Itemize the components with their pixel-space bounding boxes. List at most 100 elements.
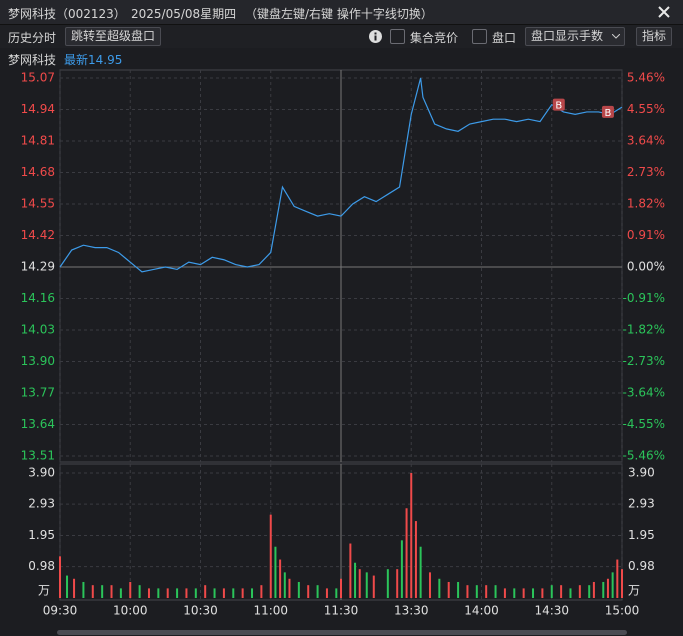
y-tick-label: 14.55 — [21, 197, 55, 211]
y-tick-label: 14.81 — [21, 134, 55, 148]
y2-tick-label: -4.55% — [623, 417, 665, 431]
volume-bar — [340, 578, 342, 598]
x-tick-label: 10:00 — [113, 604, 148, 618]
y-tick-label: 15.07 — [21, 71, 55, 85]
volume-bar — [307, 585, 310, 598]
y2-tick-label: 4.55% — [627, 102, 665, 116]
x-tick-label: 09:30 — [43, 604, 78, 618]
volume-bar — [475, 585, 478, 598]
auction-checkbox[interactable] — [390, 29, 405, 44]
hint: （键盘左键/右键 操作十字线切换） — [245, 7, 433, 21]
volume-bar — [82, 581, 85, 598]
volume-bar — [503, 588, 506, 598]
volume-bar — [447, 581, 450, 598]
volume-bar — [222, 588, 225, 598]
price-line — [59, 77, 623, 273]
y2-tick-label: -2.73% — [623, 354, 665, 368]
volume-bar — [616, 559, 619, 598]
volume-bar — [386, 569, 389, 598]
volume-bar — [438, 578, 441, 598]
y-tick-label: 2.93 — [28, 497, 55, 511]
volume-bar — [419, 546, 422, 598]
x-tick-label: 14:30 — [534, 604, 569, 618]
volume-bar — [129, 581, 132, 598]
y2-tick-label: -0.91% — [623, 291, 665, 305]
annotation-label: B — [555, 101, 562, 112]
volume-bar — [457, 581, 460, 598]
volume-bar — [279, 559, 282, 598]
title: 梦网科技（002123） — [8, 7, 126, 21]
y2-tick-label: 2.93 — [628, 497, 655, 511]
indicator-button[interactable]: 指标 — [636, 27, 673, 46]
x-tick-label: 13:30 — [394, 604, 429, 618]
volume-bar — [59, 556, 61, 598]
volume-bar — [204, 585, 207, 598]
x-tick-label: 11:00 — [253, 604, 288, 618]
volume-bar — [358, 569, 361, 598]
y2-tick-label: 0.98 — [628, 559, 655, 573]
volume-bar — [110, 585, 113, 598]
volume-bar — [396, 569, 399, 598]
volume-bar — [569, 588, 572, 598]
volume-bar — [138, 585, 141, 598]
volume-bar — [365, 572, 368, 598]
volume-bar — [66, 575, 69, 598]
volume-bar — [194, 588, 197, 598]
volume-bar — [185, 588, 188, 598]
volume-bar — [405, 508, 408, 598]
y-tick-label: 14.94 — [21, 102, 55, 116]
y-tick-label: 13.77 — [21, 386, 55, 400]
volume-bar — [232, 588, 235, 598]
y-tick-label: 14.29 — [21, 260, 55, 274]
volume-bar — [522, 588, 525, 598]
volume-bar — [288, 578, 291, 598]
orderbook-checkbox[interactable] — [472, 29, 487, 44]
y2-tick-label: -5.46% — [623, 449, 665, 463]
volume-bar — [494, 585, 497, 598]
volume-bar — [269, 514, 272, 598]
x-tick-label: 11:30 — [324, 604, 359, 618]
volume-bar — [410, 473, 413, 598]
volume-bar — [602, 581, 605, 598]
volume-bar — [101, 585, 104, 598]
y-tick-label: 3.90 — [28, 466, 55, 480]
volume-bar — [541, 588, 544, 598]
volume-bar — [176, 588, 179, 598]
volume-bar — [485, 585, 488, 598]
y2-tick-label: 1.82% — [627, 197, 665, 211]
y-tick-label: 14.16 — [21, 291, 55, 305]
y2-tick-label: 5.46% — [627, 71, 665, 85]
y-tick-label: 13.64 — [21, 417, 55, 431]
auction-label: 集合竞价 — [410, 31, 459, 45]
volume-bar — [466, 585, 469, 598]
volume-bar — [611, 572, 614, 598]
volume-bar — [349, 543, 352, 598]
y2-tick-label: -1.82% — [623, 323, 665, 337]
y2-tick-label: 1.95 — [628, 528, 655, 542]
volume-bar — [325, 588, 328, 598]
volume-bar — [297, 581, 300, 598]
volume-bar — [414, 521, 417, 598]
volume-bar — [428, 572, 431, 598]
volume-bar — [354, 562, 357, 598]
close-button[interactable] — [658, 6, 670, 18]
jump-button[interactable]: 跳转至超级盘口 — [65, 27, 162, 46]
volume-bar — [335, 588, 338, 598]
volume-bar — [513, 588, 516, 598]
volume-bar — [592, 581, 595, 598]
y2-tick-label: 3.64% — [627, 134, 665, 148]
scrollbar[interactable] — [57, 630, 627, 635]
volume-bar — [91, 585, 94, 598]
date: 2025/05/08星期四 — [131, 7, 237, 21]
info-icon[interactable] — [369, 30, 382, 43]
volume-bar — [621, 569, 623, 598]
volume-bar — [157, 588, 160, 598]
y-unit: 万 — [38, 584, 50, 598]
display-dropdown[interactable]: 盘口显示手数 — [525, 27, 625, 46]
volume-bar — [119, 588, 122, 598]
volume-bar — [550, 585, 553, 598]
volume-bar — [588, 585, 591, 598]
dropdown-text: 盘口显示手数 — [531, 29, 604, 43]
